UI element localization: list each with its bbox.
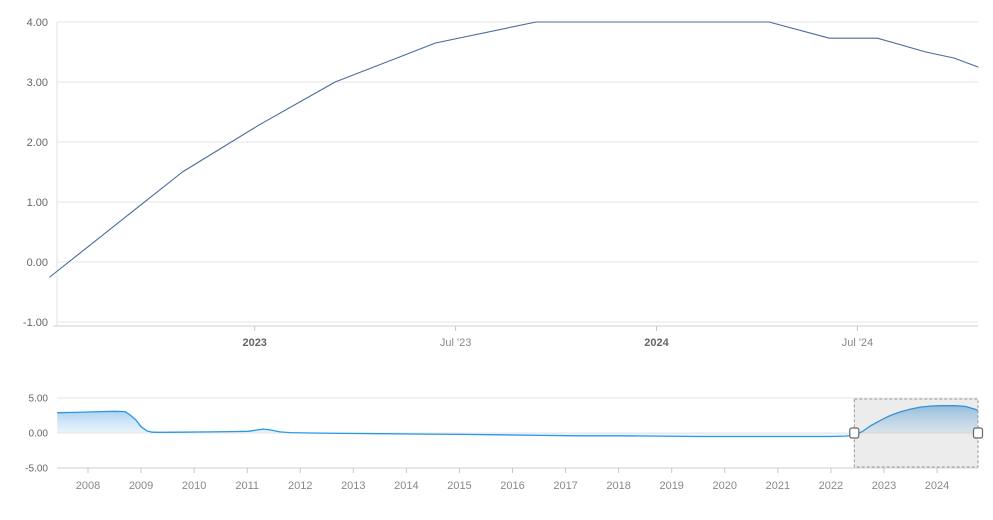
main-chart: 4.00 3.00 2.00 1.00 0.00 -1.00 2023 Jul '23 2024… [23, 17, 979, 349]
main-y-axis-label: 1.00 [27, 197, 48, 209]
nav-x-axis-label: 2024 [925, 480, 949, 492]
main-x-axis-label: 2024 [644, 337, 669, 349]
nav-y-axis-label: 5.00 [29, 394, 49, 405]
nav-x-axis-label: 2010 [182, 480, 206, 492]
main-x-axis-label: Jul '23 [440, 337, 471, 349]
nav-y-axis-label: -5.00 [25, 464, 48, 475]
main-y-axis-label: 3.00 [27, 77, 48, 89]
main-x-axis-label: 2023 [242, 337, 266, 349]
nav-x-axis-label: 2023 [872, 480, 896, 492]
navigator-right-handle[interactable] [972, 427, 984, 439]
nav-series-line [57, 405, 979, 438]
nav-x-axis-label: 2021 [766, 480, 790, 492]
nav-x-axis-label: 2020 [713, 480, 737, 492]
main-series-line [49, 21, 979, 278]
main-y-axis-label: 4.00 [27, 17, 48, 29]
nav-x-axis-label: 2013 [341, 480, 365, 492]
nav-x-axis-label: 2018 [606, 480, 630, 492]
navigator-selected-range[interactable] [853, 398, 979, 468]
nav-y-axis-label: 0.00 [29, 429, 49, 440]
main-x-axis-label: Jul '24 [842, 337, 873, 349]
nav-x-axis-label: 2009 [129, 480, 153, 492]
nav-x-axis-label: 2019 [659, 480, 683, 492]
navigator-chart[interactable]: 5.00 0.00 -5.00 2008 2009 2010 2011 2012 2013 201… [25, 394, 984, 493]
navigator-left-handle[interactable] [849, 427, 860, 439]
main-y-axis-label: 2.00 [27, 137, 48, 149]
nav-x-axis-label: 2014 [394, 480, 418, 492]
nav-x-axis-label: 2022 [819, 480, 843, 492]
main-y-axis-label: -1.00 [23, 317, 48, 329]
main-y-axis-label: 0.00 [27, 257, 48, 269]
nav-x-axis-label: 2011 [235, 480, 259, 492]
nav-x-axis-label: 2016 [500, 480, 524, 492]
nav-x-axis-label: 2017 [553, 480, 577, 492]
nav-x-axis-label: 2008 [76, 480, 100, 492]
nav-x-axis-label: 2012 [288, 480, 312, 492]
nav-x-axis-label: 2015 [447, 480, 471, 492]
